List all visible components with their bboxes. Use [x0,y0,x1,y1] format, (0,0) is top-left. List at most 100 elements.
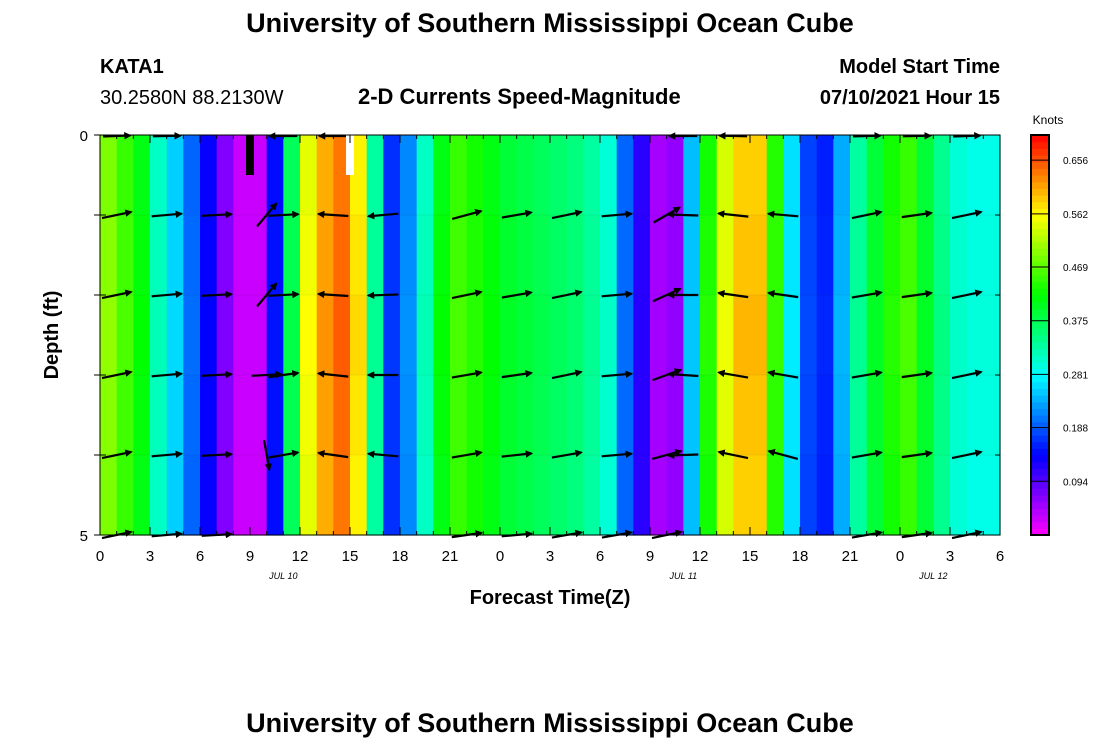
heatmap-cell [433,375,451,456]
heatmap-cell [600,295,618,376]
current-vector-arrow [101,289,133,300]
current-vector-arrow [601,210,634,218]
heatmap-cell [916,215,934,296]
heatmap-cell [483,455,501,536]
heatmap-cell [133,135,151,216]
heatmap-cell [816,215,834,296]
heatmap-cell [216,135,234,216]
heatmap-cell [533,375,551,456]
heatmap-cell [616,375,634,456]
colorbar-swatch [1031,401,1049,409]
x-tick-label: 18 [392,548,409,565]
x-tick-label: 6 [596,548,604,565]
colorbar-swatch [1031,428,1049,436]
heatmap-cell [466,215,484,296]
heatmap-cell [450,295,468,376]
heatmap-cell [150,135,168,216]
current-vector-arrow [501,370,533,379]
heatmap-cell [783,135,801,216]
heatmap-cell [233,295,251,376]
heatmap-cell [933,375,951,456]
heatmap-cell [450,455,468,536]
heatmap-cell [283,455,301,536]
colorbar-tick-label: 0.469 [1063,263,1088,274]
heatmap-cell [183,135,201,216]
heatmap-cell [150,375,168,456]
heatmap-cell [383,135,401,216]
heatmap-cell [800,455,818,536]
heatmap-cell [383,375,401,456]
heatmap-cell [866,295,884,376]
heatmap-cell [566,215,584,296]
heatmap-cell [533,215,551,296]
heatmap-cell [316,215,334,296]
heatmap-cell [600,455,618,536]
heatmap-cell [116,455,134,536]
x-tick-label: 3 [146,548,154,565]
heatmap-cell [950,215,968,296]
heatmap-cell [616,215,634,296]
current-vector-arrow [601,290,634,298]
heatmap-cell [433,455,451,536]
current-vector-arrow [767,449,799,460]
heatmap-cell [766,135,784,216]
heatmap-cell [816,455,834,536]
current-vector-arrow [501,289,533,299]
heatmap-cell [333,295,351,376]
heatmap-cell [916,455,934,536]
heatmap-cell [666,215,684,296]
x-tick-label: 18 [792,548,809,565]
heatmap-cell [516,375,534,456]
heatmap-cell [266,375,284,456]
heatmap-cell [516,135,534,216]
current-vector-arrow [666,370,699,379]
heatmap-cell [683,215,701,296]
heatmap-cell [666,135,684,216]
colorbar-swatch [1031,408,1049,416]
colorbar-frame [1030,134,1050,536]
heatmap-cell [350,135,368,216]
current-vector-arrow [501,450,534,458]
heatmap-cell [650,455,668,536]
heatmap-cell [100,215,118,296]
heatmap-cell [133,215,151,296]
colorbar-swatch [1031,268,1049,276]
heatmap-cell [483,135,501,216]
colorbar-swatch [1031,448,1049,456]
colorbar-swatch [1031,455,1049,463]
current-vector-arrow [717,449,749,460]
heatmap-cell [166,375,184,456]
heatmap-cell [700,135,718,216]
heatmap-cell [950,295,968,376]
current-vector-arrow [901,370,933,379]
heatmap-cell [966,135,984,216]
heatmap-cell [550,295,568,376]
current-vector-arrow [767,290,799,299]
colorbar-swatch [1031,215,1049,223]
heatmap-cell [416,215,434,296]
heatmap-cell [183,215,201,296]
heatmap-cell [283,135,301,216]
colorbar-swatch [1031,508,1049,516]
heatmap-cell [116,375,134,456]
x-tick-label: 0 [496,548,504,565]
current-vector-arrow [766,210,799,218]
heatmap-cell [633,375,651,456]
colorbar-swatch [1031,301,1049,309]
heatmap-cell [333,215,351,296]
current-vector-arrow [366,212,399,220]
current-vector-arrow [268,449,300,459]
current-vector-arrow [101,369,133,380]
chart-title-top: University of Southern Mississippi Ocean… [246,8,854,38]
heatmap-cell [900,375,918,456]
current-vector-arrow [101,449,133,460]
heatmap-cell [200,215,218,296]
heatmap-cell [550,215,568,296]
heatmap-cell [800,215,818,296]
heatmap-cell [316,455,334,536]
x-tick-label: 21 [842,548,859,565]
current-vector-arrow [666,210,699,219]
gridlines [100,214,1000,456]
heatmap-cell [316,295,334,376]
heatmap-cell [933,455,951,536]
